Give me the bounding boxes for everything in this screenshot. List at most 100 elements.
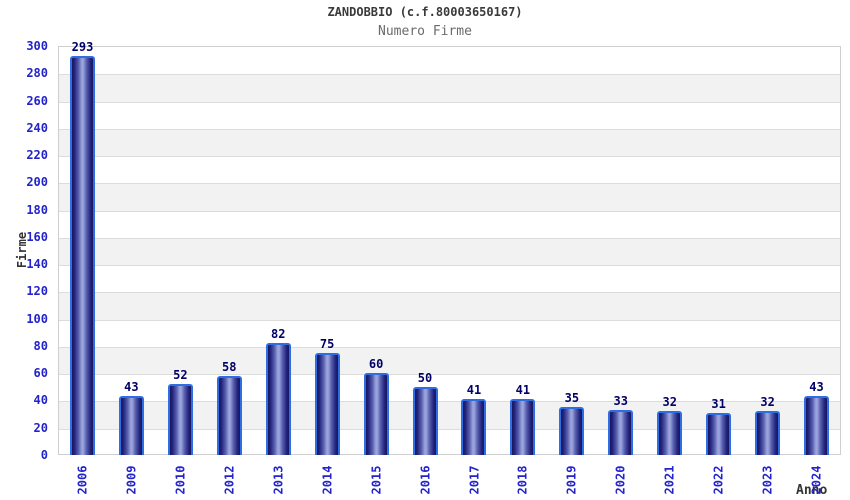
bar-value-label: 58 — [222, 359, 237, 374]
gridline — [59, 265, 840, 267]
bar-value-label: 41 — [515, 383, 531, 398]
bar-value-label: 43 — [124, 380, 139, 395]
gridline — [59, 237, 840, 239]
x-tick-label: 2021 — [646, 460, 694, 500]
bar — [363, 373, 389, 455]
bar — [559, 407, 585, 455]
x-tick-text: 2022 — [711, 465, 726, 495]
bar-value-label: 32 — [662, 395, 677, 410]
x-tick-label: 2006 — [58, 460, 106, 500]
bar — [314, 352, 340, 455]
bar — [755, 411, 781, 455]
y-tick-label: 180 — [26, 202, 48, 217]
bar — [510, 399, 536, 455]
bar-value-label: 50 — [417, 370, 433, 385]
bar-value-label: 82 — [270, 327, 286, 342]
x-tick-text: 2017 — [466, 465, 481, 495]
y-tick-label: 280 — [26, 66, 48, 81]
bar — [69, 55, 95, 455]
bar — [706, 412, 732, 455]
gridline — [59, 292, 840, 294]
bar — [216, 375, 242, 455]
x-tick-label: 2023 — [744, 460, 792, 500]
y-tick-label: 80 — [33, 338, 48, 353]
plot-alt-band — [59, 237, 840, 266]
gridline — [59, 374, 840, 376]
gridline — [59, 101, 840, 103]
plot-alt-band — [59, 74, 840, 102]
y-tick-label: 200 — [26, 175, 48, 190]
bar-value-label: 33 — [613, 394, 628, 408]
bar — [461, 399, 487, 455]
x-tick-text: 2018 — [515, 465, 530, 495]
gridline — [59, 156, 840, 158]
bar — [608, 410, 634, 455]
bar — [804, 396, 830, 455]
gridline — [59, 319, 840, 321]
bar — [167, 384, 193, 455]
bar-value-label: 32 — [760, 395, 775, 410]
x-tick-label: 2022 — [695, 460, 743, 500]
x-tick-label: 2014 — [303, 460, 351, 500]
x-tick-label: 2017 — [450, 460, 498, 500]
bar-value-label: 35 — [564, 391, 580, 406]
bar — [265, 343, 291, 455]
x-tick-text: 2014 — [320, 465, 335, 495]
plot-alt-band — [59, 183, 840, 211]
plot-alt-band — [59, 128, 840, 157]
y-tick-label: 260 — [26, 93, 48, 108]
x-tick-label: 2018 — [499, 460, 547, 500]
bar-value-label: 60 — [368, 357, 384, 372]
gridline — [59, 210, 840, 212]
x-tick-label: 2015 — [352, 460, 400, 500]
x-tick-text: 2024 — [809, 465, 824, 495]
y-tick-label: 100 — [26, 311, 48, 326]
chart-title: ZANDOBBIO (c.f.80003650167) — [327, 5, 523, 19]
chart-subtitle: Numero Firme — [378, 24, 472, 39]
x-tick-text: 2020 — [613, 465, 628, 495]
y-tick-label: 120 — [26, 284, 48, 299]
x-tick-text: 2021 — [662, 465, 677, 495]
y-tick-label: 220 — [26, 148, 48, 163]
bar-value-label: 75 — [319, 336, 335, 351]
x-tick-text: 2019 — [564, 465, 579, 495]
x-tick-label: 2019 — [548, 460, 596, 500]
bar — [118, 396, 144, 455]
y-tick-label: 60 — [33, 366, 48, 381]
bar — [412, 386, 438, 455]
x-tick-text: 2016 — [418, 465, 433, 495]
x-tick-text: 2013 — [271, 465, 286, 495]
y-tick-label: 40 — [33, 393, 48, 408]
gridline — [59, 183, 840, 185]
bar-value-label: 43 — [809, 380, 824, 395]
x-tick-label: 2012 — [205, 460, 253, 500]
y-tick-label: 240 — [26, 120, 48, 135]
y-tick-label: 140 — [26, 257, 48, 272]
gridline — [59, 128, 840, 130]
x-tick-text: 2012 — [222, 465, 237, 495]
x-tick-text: 2006 — [75, 465, 90, 495]
x-tick-label: 2009 — [107, 460, 155, 500]
bar-value-label: 293 — [71, 39, 94, 54]
x-tick-label: 2010 — [156, 460, 204, 500]
x-tick-text: 2015 — [369, 465, 384, 495]
gridline — [59, 401, 840, 403]
bar-value-label: 52 — [173, 368, 188, 383]
plot-alt-band — [59, 292, 840, 320]
gridline — [59, 428, 840, 430]
x-tick-label: 2013 — [254, 460, 302, 500]
gridline — [59, 74, 840, 76]
x-tick-label: 2024 — [793, 460, 841, 500]
y-tick-label: 300 — [26, 39, 48, 53]
x-tick-text: 2009 — [124, 465, 139, 495]
x-tick-text: 2023 — [760, 465, 775, 495]
x-tick-text: 2010 — [173, 465, 188, 495]
x-tick-label: 2020 — [597, 460, 645, 500]
y-tick-label: 160 — [26, 229, 48, 244]
y-tick-label: 20 — [33, 420, 48, 435]
plot-alt-band — [59, 346, 840, 375]
x-axis-title: Anno — [796, 483, 828, 498]
gridline — [59, 346, 840, 348]
bar — [657, 411, 683, 455]
